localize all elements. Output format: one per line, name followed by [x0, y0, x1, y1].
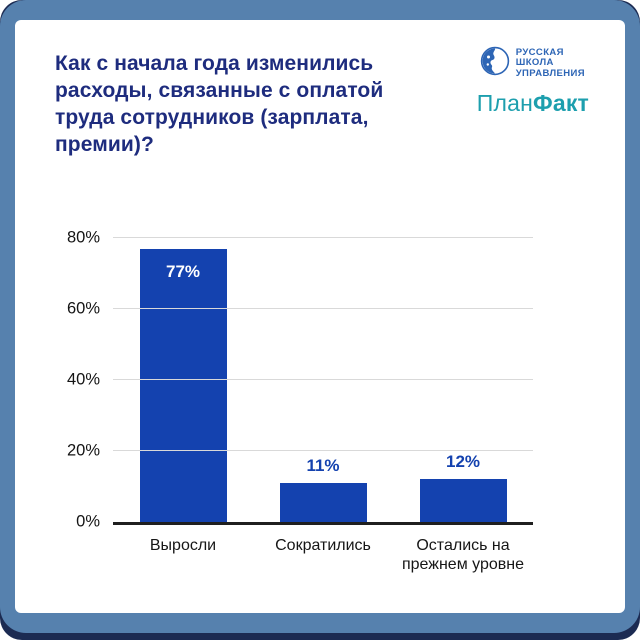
gridline: [113, 379, 533, 380]
category-label: Выросли: [149, 537, 217, 554]
bar-column: 77% Выросли: [113, 238, 253, 554]
bar-value-label: 77%: [165, 261, 201, 281]
bar: 12%: [419, 452, 507, 522]
bar: 77%: [139, 248, 227, 522]
rsu-logo-line3: УПРАВЛЕНИЯ: [515, 67, 585, 79]
y-axis-tick-label: 20%: [66, 441, 100, 460]
planfact-logo-plan: План: [476, 90, 533, 116]
rsu-globe-icon: [480, 46, 510, 81]
bar-value-label: 12%: [445, 452, 481, 472]
category-label: Сократились: [275, 537, 371, 554]
gridline: [113, 237, 533, 238]
planfact-logo: ПланФакт: [477, 90, 589, 117]
bars-container: 77% Выросли 11% Сократились 12% Остались на п…: [113, 238, 533, 573]
y-axis-tick-label: 0%: [76, 512, 100, 531]
rsu-logo-line1: РУССКАЯ: [515, 46, 564, 58]
bar: 11%: [279, 456, 367, 522]
content-card: Как с начала года изменились расходы, св…: [15, 20, 625, 613]
rsu-logo-text: РУССКАЯ ШКОЛА УПРАВЛЕНИЯ: [515, 46, 585, 80]
bar-value-label: 11%: [306, 455, 340, 475]
y-axis-tick-label: 40%: [66, 370, 100, 389]
bar-column: 12% Остались на прежнем уровне: [393, 238, 533, 573]
gridline: [113, 450, 533, 451]
bar-column: 11% Сократились: [253, 238, 393, 554]
category-label: Остались на прежнем уровне: [401, 537, 524, 573]
gridline: [113, 308, 533, 309]
planfact-logo-fakt: Факт: [533, 90, 589, 116]
question-title: Как с начала года изменились расходы, св…: [55, 52, 384, 156]
y-axis-tick-label: 60%: [66, 299, 100, 318]
y-axis-tick-label: 80%: [66, 228, 100, 247]
bar-chart-plot-area: 77% Выросли 11% Сократились 12% Остались на п…: [67, 229, 533, 573]
rsu-logo-line2: ШКОЛА: [515, 57, 554, 69]
rsu-logo: РУССКАЯ ШКОЛА УПРАВЛЕНИЯ: [480, 46, 585, 81]
